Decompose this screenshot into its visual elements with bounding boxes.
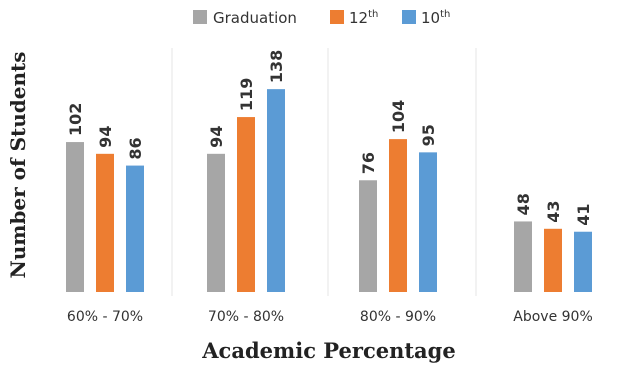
value-label: 102 — [66, 103, 85, 136]
bar-10th-2 — [419, 152, 437, 292]
legend-swatch-graduation — [193, 10, 207, 24]
x-tick-label: Above 90% — [513, 309, 593, 325]
legend-label-10th-main: 10 — [421, 9, 440, 27]
bar-graduation-1 — [207, 153, 225, 292]
value-label: 43 — [544, 201, 563, 223]
bar-10th-0 — [126, 165, 144, 292]
legend-label-12th: 12th — [349, 9, 378, 27]
legend-label-10th-sup: th — [440, 9, 450, 20]
x-tick-label: 70% - 80% — [208, 309, 284, 325]
legend-swatch-12th — [330, 10, 344, 24]
legend-label-graduation: Graduation — [213, 9, 297, 27]
value-labels-layer: 102 94 86 94 119 138 76 104 95 48 43 41 — [66, 50, 593, 226]
value-label: 119 — [237, 78, 256, 111]
x-axis-title: Academic Percentage — [201, 338, 455, 363]
bar-graduation-3 — [514, 221, 532, 292]
value-label: 94 — [96, 126, 115, 148]
value-label: 94 — [207, 126, 226, 148]
bar-10th-1 — [267, 89, 285, 292]
legend-item-12th: 12th — [330, 9, 378, 27]
legend-label-10th: 10th — [421, 9, 450, 27]
value-label: 104 — [389, 100, 408, 133]
x-tick-label: 80% - 90% — [360, 309, 436, 325]
bar-12th-3 — [544, 228, 562, 292]
bar-12th-2 — [389, 139, 407, 292]
bar-12th-1 — [237, 117, 255, 292]
legend-item-10th: 10th — [402, 9, 450, 27]
x-tick-labels-layer: 60% - 70% 70% - 80% 80% - 90% Above 90% — [67, 309, 593, 325]
bar-10th-3 — [574, 231, 592, 292]
legend-label-12th-main: 12 — [349, 9, 368, 27]
bar-graduation-0 — [66, 142, 84, 292]
value-label: 76 — [359, 152, 378, 174]
bar-12th-0 — [96, 153, 114, 292]
bars-layer — [66, 89, 592, 292]
value-label: 41 — [574, 203, 593, 225]
legend: Graduation 12th 10th — [193, 9, 450, 27]
value-label: 95 — [419, 124, 438, 146]
bar-graduation-2 — [359, 180, 377, 292]
legend-item-graduation: Graduation — [193, 9, 297, 27]
legend-label-12th-sup: th — [368, 9, 378, 20]
legend-swatch-10th — [402, 10, 416, 24]
y-axis-title: Number of Students — [6, 51, 30, 278]
value-label: 138 — [267, 50, 286, 83]
value-label: 48 — [514, 193, 533, 215]
value-label: 86 — [126, 137, 145, 159]
x-tick-label: 60% - 70% — [67, 309, 143, 325]
group-separators — [171, 48, 477, 296]
